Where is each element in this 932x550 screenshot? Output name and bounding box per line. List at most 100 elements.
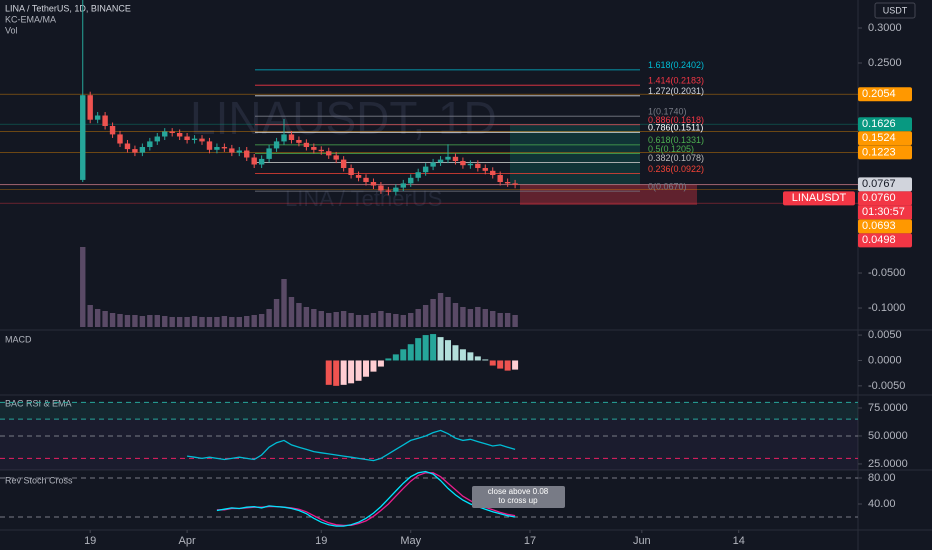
candle-body (385, 190, 392, 192)
volume-bar (176, 317, 183, 327)
histogram-bar (400, 349, 407, 361)
fib-label: 0.786(0.1511) (648, 123, 703, 133)
volume-bar (191, 316, 198, 327)
volume-bar (87, 305, 93, 327)
fib-label: 0.5(0.1205) (648, 144, 694, 154)
volume-bar (452, 303, 459, 327)
volume-bar (154, 315, 160, 327)
volume-bar (460, 307, 466, 327)
fib-label: 1.618(0.2402) (648, 60, 704, 70)
y-tick-label: 0.2500 (868, 57, 902, 69)
fib-label: 1.272(0.2031) (648, 86, 704, 96)
volume-bar (504, 313, 511, 327)
fib-label: 0(0.0670) (648, 181, 687, 191)
price-badge-label: 0.0498 (862, 234, 896, 246)
candle-body (236, 150, 242, 153)
candle-body (445, 156, 451, 160)
volume-bar (437, 293, 444, 327)
volume-bar (236, 317, 242, 327)
candle-body (244, 150, 250, 158)
volume-bar (415, 309, 421, 327)
volume-bar (117, 314, 123, 327)
volume-bar (445, 297, 451, 327)
volume-bar (296, 303, 302, 327)
x-tick-label: Jun (633, 535, 651, 547)
annotation-box (472, 486, 565, 508)
volume-bar (147, 315, 153, 327)
histogram-bar (340, 360, 347, 385)
histogram-bar (392, 354, 399, 361)
histogram-bar (370, 360, 377, 372)
price-badge (858, 117, 912, 132)
candle-body (303, 142, 310, 148)
candle-body (132, 149, 138, 153)
y-tick-label: 40.00 (868, 498, 896, 510)
pane-title: BAC RSI & EMA (5, 398, 72, 408)
volume-bar (266, 309, 272, 327)
candle-body (340, 159, 347, 169)
volume-bar (273, 299, 280, 327)
y-tick-label: 0.0000 (868, 354, 902, 366)
histogram-bar (445, 340, 452, 361)
y-tick-label: -0.0050 (868, 380, 905, 392)
x-tick-label: 14 (733, 535, 745, 547)
price-badge (858, 233, 912, 248)
candle-body (497, 175, 503, 183)
candle-body (348, 168, 354, 176)
histogram-bar (482, 359, 489, 361)
fib-label: 0.382(0.1078) (648, 153, 704, 163)
candle-body (422, 166, 429, 173)
currency-button[interactable] (874, 2, 916, 19)
volume-bar (348, 313, 354, 327)
volume-bar (318, 311, 324, 327)
volume-bar (340, 311, 347, 327)
candle-body (452, 156, 459, 162)
volume-bar (221, 316, 228, 327)
volume-bar (467, 309, 474, 327)
volume-bar (132, 315, 138, 327)
histogram-bar (467, 352, 474, 361)
histogram-bar (355, 360, 362, 381)
indicator-name: Vol (5, 25, 18, 35)
price-badge (858, 191, 912, 206)
histogram-bar (474, 356, 481, 361)
volume-bar (355, 315, 362, 327)
candle-body (393, 187, 399, 192)
volume-bar (184, 317, 190, 327)
price-badge (858, 219, 912, 234)
candle-body (512, 183, 518, 185)
histogram-bar (489, 360, 496, 366)
candle-body (199, 138, 205, 142)
histogram-bar (459, 349, 466, 361)
fib-label: 0.236(0.0922) (648, 164, 704, 174)
candle-body (326, 151, 332, 156)
volume-bar (482, 309, 488, 327)
y-tick-label: 80.00 (868, 472, 896, 484)
volume-bar (378, 311, 384, 327)
candle-body (296, 140, 302, 143)
volume-bar (244, 316, 250, 327)
volume-bar (109, 313, 116, 327)
candle-body (139, 147, 146, 153)
price-badge-label: 0.2054 (862, 88, 896, 100)
candle-body (266, 148, 272, 159)
candle-body (378, 185, 384, 191)
candle-body (206, 141, 213, 150)
candle-body (363, 177, 369, 183)
candle-body (333, 155, 339, 160)
histogram-bar (348, 360, 355, 384)
candle-body (430, 162, 436, 167)
volume-bar (311, 309, 317, 327)
candle-body (214, 147, 220, 150)
volume-bar (169, 317, 175, 327)
volume-bar (393, 314, 399, 327)
volume-bar (408, 313, 414, 327)
annotation-text: to cross up (498, 496, 538, 505)
y-tick-label: 50.0000 (868, 430, 908, 442)
volume-bar (102, 311, 108, 327)
price-badge (858, 177, 912, 192)
volume-bar (422, 305, 429, 327)
price-badge-label: 0.1524 (862, 132, 896, 144)
histogram-bar (504, 360, 511, 371)
